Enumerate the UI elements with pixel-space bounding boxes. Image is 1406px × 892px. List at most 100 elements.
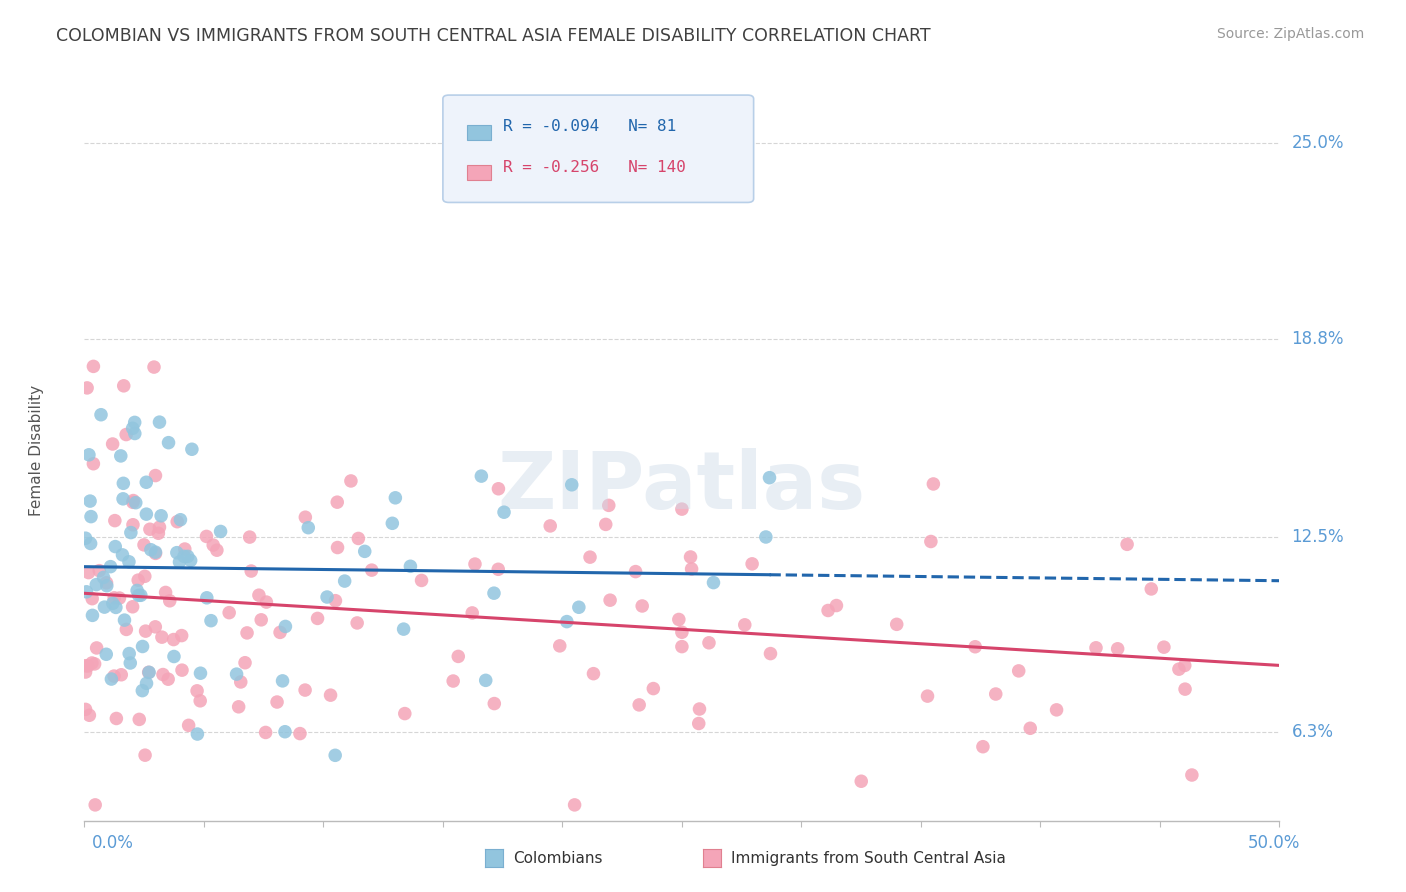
Point xyxy=(668,612,690,626)
Point xyxy=(75,665,97,679)
Text: Colombians: Colombians xyxy=(513,851,603,865)
Point xyxy=(173,542,195,557)
Point xyxy=(148,520,170,534)
Point xyxy=(697,636,720,650)
Point xyxy=(129,588,152,602)
Point xyxy=(688,702,710,716)
Point xyxy=(972,739,994,754)
Point xyxy=(595,517,617,532)
Point xyxy=(319,688,342,702)
FancyBboxPatch shape xyxy=(443,95,754,202)
Point xyxy=(96,575,118,590)
Point xyxy=(103,591,125,605)
Point xyxy=(180,553,202,567)
Point xyxy=(145,468,167,483)
Point xyxy=(111,548,134,562)
Point xyxy=(118,555,141,569)
Point xyxy=(112,379,135,393)
Point xyxy=(83,657,105,671)
Point xyxy=(200,614,222,628)
Point xyxy=(89,564,111,578)
Point xyxy=(125,496,148,510)
Point xyxy=(209,524,232,539)
Point xyxy=(1019,721,1042,735)
Point xyxy=(984,687,1007,701)
Text: COLOMBIAN VS IMMIGRANTS FROM SOUTH CENTRAL ASIA FEMALE DISABILITY CORRELATION CH: COLOMBIAN VS IMMIGRANTS FROM SOUTH CENTR… xyxy=(56,27,931,45)
Point xyxy=(1174,658,1197,673)
Point xyxy=(1008,664,1031,678)
FancyBboxPatch shape xyxy=(467,125,491,139)
Point xyxy=(82,359,104,374)
Point xyxy=(679,549,702,564)
Point xyxy=(152,667,174,681)
Point xyxy=(169,513,191,527)
Point xyxy=(564,797,586,812)
Point xyxy=(82,457,104,471)
Point xyxy=(441,673,464,688)
Point xyxy=(624,565,647,579)
Point xyxy=(166,546,188,560)
Point xyxy=(1167,662,1189,676)
Point xyxy=(108,591,131,605)
Point xyxy=(1174,682,1197,697)
Point xyxy=(134,748,156,763)
Point xyxy=(104,514,127,528)
Point xyxy=(702,575,724,590)
Point xyxy=(139,542,162,557)
Point xyxy=(155,585,177,599)
Point xyxy=(115,427,138,442)
Point xyxy=(170,663,193,677)
Point xyxy=(461,606,484,620)
Point xyxy=(316,590,339,604)
Point xyxy=(326,495,349,509)
Point xyxy=(135,624,157,639)
Point xyxy=(188,694,211,708)
Point xyxy=(254,725,277,739)
Point xyxy=(75,702,97,716)
Point xyxy=(817,603,839,617)
Point xyxy=(162,632,184,647)
Point xyxy=(1045,703,1067,717)
Point xyxy=(100,672,122,686)
Point xyxy=(79,536,101,550)
Point xyxy=(240,564,263,578)
Point xyxy=(474,673,496,688)
Point xyxy=(486,562,509,576)
Point xyxy=(121,421,143,435)
Point xyxy=(100,559,122,574)
Point xyxy=(482,586,505,600)
Point xyxy=(247,588,270,602)
Point xyxy=(297,521,319,535)
Point xyxy=(239,530,262,544)
Point xyxy=(132,538,155,552)
Point xyxy=(628,698,651,712)
Point xyxy=(76,381,98,395)
Point xyxy=(920,534,942,549)
Point xyxy=(205,543,228,558)
Point xyxy=(177,549,200,564)
Point xyxy=(169,555,191,569)
Point xyxy=(274,619,297,633)
Point xyxy=(79,708,101,723)
Point xyxy=(77,659,100,673)
Point xyxy=(470,469,492,483)
Point xyxy=(582,666,605,681)
Point xyxy=(112,491,135,506)
Point xyxy=(173,549,195,564)
Point xyxy=(851,774,873,789)
Point xyxy=(917,689,939,703)
Point xyxy=(122,493,145,508)
Point xyxy=(643,681,665,696)
Point xyxy=(965,640,987,654)
Point xyxy=(561,477,583,491)
Point xyxy=(163,649,186,664)
Point xyxy=(492,505,515,519)
Point xyxy=(671,640,693,654)
Point xyxy=(688,716,710,731)
Point xyxy=(79,494,101,508)
Point xyxy=(538,519,561,533)
Point xyxy=(347,532,370,546)
Point xyxy=(447,649,470,664)
Point xyxy=(1153,640,1175,655)
Point xyxy=(1107,641,1129,656)
